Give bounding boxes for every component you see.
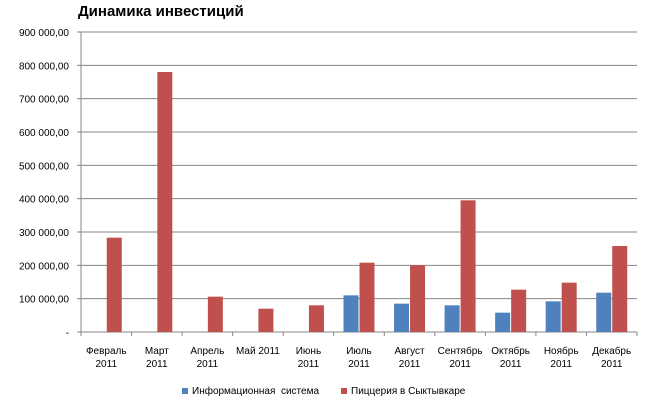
x-tick-label: Март 2011 <box>145 346 169 370</box>
bar <box>561 282 577 332</box>
bar <box>308 305 324 332</box>
legend-swatch <box>182 388 188 394</box>
bar <box>258 308 274 332</box>
bar <box>596 292 612 332</box>
x-tick-label: Май 2011 <box>236 346 280 357</box>
bar <box>157 72 173 332</box>
chart-title: Динамика инвестиций <box>78 3 244 20</box>
bar <box>394 303 410 332</box>
y-tick-label: 700 000,00 <box>19 95 69 106</box>
x-tick-label: Декабрь 2011 <box>592 345 631 370</box>
legend-swatch <box>341 388 347 394</box>
bar <box>545 301 561 332</box>
bar <box>495 312 511 332</box>
x-tick-label: Апрель 2011 <box>190 346 224 370</box>
bar <box>612 246 628 332</box>
y-tick-label: 600 000,00 <box>19 128 69 139</box>
bar <box>410 265 426 332</box>
x-tick-label: Ноябрь 2011 <box>544 345 579 370</box>
x-tick-label: Июль 2011 <box>346 346 372 370</box>
bar <box>460 200 476 332</box>
y-tick-label: 400 000,00 <box>19 195 69 206</box>
bar <box>207 296 223 332</box>
bar <box>106 237 122 332</box>
x-tick-label: Сентябрь 2011 <box>438 345 483 370</box>
y-tick-label: - <box>66 328 69 339</box>
x-tick-label: Август 2011 <box>394 346 425 370</box>
y-tick-label: 500 000,00 <box>19 161 69 172</box>
x-tick-label: Февраль 2011 <box>86 346 127 370</box>
legend-entry: Пиццерия в Сыктывкаре <box>351 386 466 397</box>
y-tick-label: 200 000,00 <box>19 261 69 272</box>
bar <box>359 262 375 332</box>
bar <box>511 289 527 332</box>
y-tick-label: 900 000,00 <box>19 28 69 39</box>
y-tick-label: 800 000,00 <box>19 61 69 72</box>
y-tick-label: 300 000,00 <box>19 228 69 239</box>
bar <box>343 295 359 332</box>
x-tick-label: Июнь 2011 <box>296 346 321 370</box>
x-tick-label: Октябрь 2011 <box>491 345 530 370</box>
legend-entry: Информационная система <box>192 385 319 397</box>
bar <box>444 305 460 332</box>
y-tick-label: 100 000,00 <box>19 295 69 306</box>
